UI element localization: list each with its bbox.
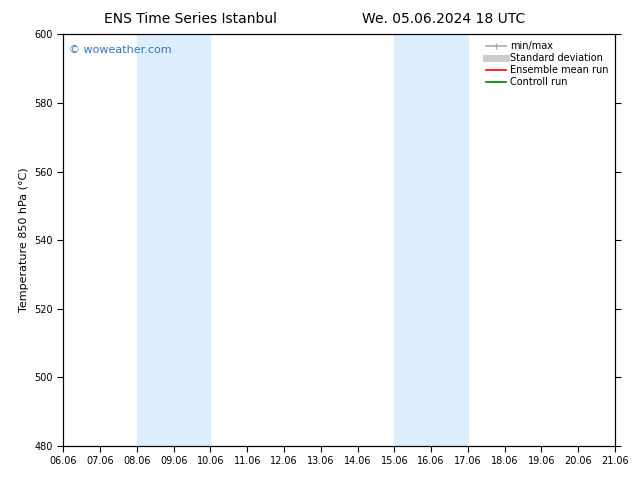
Text: ENS Time Series Istanbul: ENS Time Series Istanbul bbox=[104, 12, 276, 26]
Bar bbox=[137, 34, 210, 446]
Text: © woweather.com: © woweather.com bbox=[69, 45, 172, 54]
Bar bbox=[394, 34, 468, 446]
Text: We. 05.06.2024 18 UTC: We. 05.06.2024 18 UTC bbox=[362, 12, 526, 26]
Legend: min/max, Standard deviation, Ensemble mean run, Controll run: min/max, Standard deviation, Ensemble me… bbox=[484, 39, 610, 89]
Y-axis label: Temperature 850 hPa (°C): Temperature 850 hPa (°C) bbox=[19, 168, 29, 313]
